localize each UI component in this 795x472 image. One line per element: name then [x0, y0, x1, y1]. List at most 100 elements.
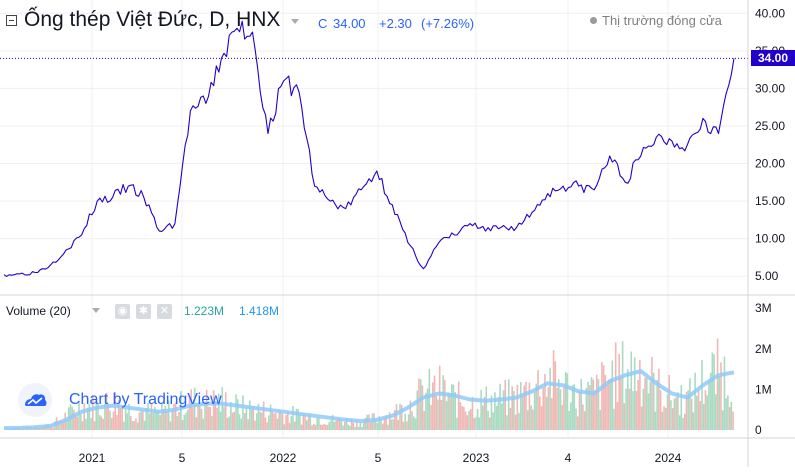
volume-bar — [708, 380, 710, 430]
close-icon[interactable]: ✕ — [157, 304, 172, 319]
volume-bar — [104, 403, 106, 430]
price-tick-label: 30.00 — [755, 81, 785, 95]
volume-ma-layer — [4, 369, 735, 430]
volume-bar — [123, 421, 125, 430]
x-tick-label: 5 — [375, 451, 382, 465]
volume-bar — [407, 414, 410, 430]
volume-bar — [507, 379, 510, 430]
volume-bar — [192, 407, 194, 430]
volume-bar — [52, 427, 54, 430]
volume-bar — [597, 379, 600, 430]
volume-bar — [628, 388, 631, 430]
market-status: Thị trường đóng cửa — [590, 13, 722, 28]
price-tick-label: 25.00 — [755, 119, 785, 133]
eye-icon[interactable]: ◉ — [115, 304, 130, 319]
volume-bar — [589, 385, 591, 430]
volume-bar — [340, 421, 343, 430]
volume-bar — [618, 354, 620, 430]
volume-bar — [658, 368, 660, 430]
volume-bar — [287, 411, 289, 430]
symbol-title[interactable]: Ống thép Việt Đức, D, HNX — [24, 8, 281, 31]
volume-bar — [611, 360, 614, 430]
volume-bar — [83, 403, 85, 430]
volume-bar — [571, 385, 574, 430]
volume-bar — [614, 342, 617, 430]
volume-bar — [418, 378, 420, 430]
volume-bar — [482, 405, 484, 430]
volume-bar — [102, 418, 104, 430]
last-price-tag: 34.00 — [751, 50, 795, 67]
volume-bar — [221, 387, 224, 430]
volume-bar — [388, 412, 391, 430]
volume-bar — [421, 385, 424, 430]
volume-bar — [664, 408, 667, 430]
volume-bar — [463, 406, 465, 430]
volume-bar — [514, 414, 517, 430]
volume-bar — [385, 415, 387, 430]
tradingview-watermark[interactable]: Chart by TradingView — [18, 383, 222, 417]
volume-bar — [136, 422, 139, 430]
volume-bar — [333, 421, 336, 430]
volume-bar — [387, 424, 389, 430]
volume-bar — [197, 403, 199, 430]
volume-bar — [159, 415, 161, 430]
volume-bar — [685, 391, 688, 430]
volume-bar — [375, 420, 377, 430]
volume-bar — [702, 404, 705, 430]
volume-bar — [394, 409, 396, 430]
tradingview-logo-icon — [18, 383, 52, 417]
volume-bar — [406, 421, 408, 430]
volume-bar — [321, 424, 324, 430]
volume-tick-label: 1M — [755, 382, 772, 396]
volume-bar — [490, 395, 493, 430]
volume-bar — [381, 423, 384, 430]
volume-bar — [60, 419, 63, 430]
volume-bar — [85, 418, 87, 430]
volume-bar — [425, 392, 427, 430]
volume-bar — [549, 367, 551, 430]
volume-bar — [694, 372, 696, 430]
volume-bar — [516, 384, 519, 430]
volume-bar — [537, 369, 539, 430]
volume-bar — [186, 409, 189, 430]
volume-bar — [290, 415, 293, 430]
volume-bar — [452, 384, 455, 430]
collapse-icon[interactable] — [6, 15, 17, 26]
volume-bar — [100, 416, 103, 430]
volume-bar — [616, 402, 619, 430]
volume-bar — [235, 394, 237, 430]
volume-bar — [683, 413, 686, 430]
volume-bar — [268, 415, 270, 430]
volume-bar — [704, 390, 707, 430]
volume-bar — [354, 427, 356, 430]
volume-bar — [181, 420, 184, 430]
price-tick-label: 15.00 — [755, 194, 785, 208]
volume-bar — [728, 406, 731, 430]
volume-bar — [66, 420, 68, 430]
x-tick-label: 2021 — [79, 451, 106, 465]
volume-bar — [594, 390, 596, 430]
volume-bar — [530, 405, 532, 430]
volume-bar — [464, 411, 467, 430]
volume-bar — [542, 387, 545, 430]
volume-bar — [680, 385, 683, 430]
volume-dropdown-caret-icon[interactable] — [92, 308, 100, 313]
volume-bar — [582, 404, 584, 430]
volume-bar — [174, 402, 177, 430]
volume-bar — [261, 412, 263, 430]
volume-bar — [312, 423, 315, 430]
volume-bar — [640, 406, 643, 430]
volume-bar — [162, 408, 165, 430]
price-tick-label: 10.00 — [755, 232, 785, 246]
volume-tick-label: 2M — [755, 342, 772, 356]
volume-bar — [357, 426, 360, 430]
dropdown-caret-icon[interactable] — [291, 19, 299, 24]
gear-icon[interactable]: ✱ — [136, 304, 151, 319]
volume-legend-label[interactable]: Volume (20) — [6, 304, 71, 318]
volume-bar — [488, 417, 491, 430]
volume-bar — [647, 393, 650, 430]
volume-bar — [169, 421, 172, 430]
volume-bar — [473, 418, 476, 430]
